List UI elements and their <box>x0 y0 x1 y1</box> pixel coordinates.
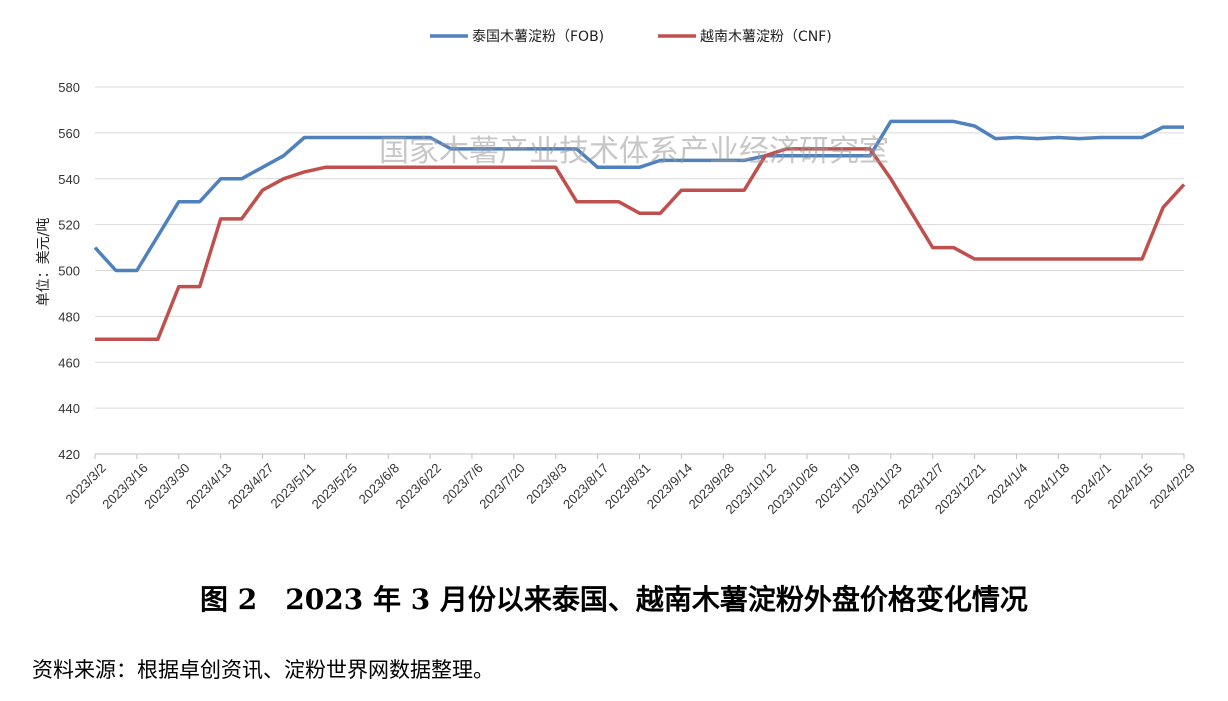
x-tick-label: 2023/7/20 <box>476 460 528 512</box>
x-tick-label: 2023/5/25 <box>309 460 361 512</box>
x-tick-label: 2023/4/27 <box>225 460 277 512</box>
watermark: 国家木薯产业技术体系产业经济研究室 <box>379 134 889 169</box>
legend-label: 越南木薯淀粉（CNF) <box>700 29 832 45</box>
x-tick-label: 2024/2/29 <box>1146 460 1198 512</box>
y-tick-label: 560 <box>58 126 80 141</box>
series-line-1 <box>95 147 1186 342</box>
legend-label: 泰国木薯淀粉（FOB) <box>472 29 604 45</box>
y-tick-label: 460 <box>58 355 80 370</box>
series-lines <box>93 119 1186 342</box>
x-tick-label: 2024/1/18 <box>1021 460 1073 512</box>
y-tick-label: 500 <box>58 264 80 279</box>
gridlines <box>95 86 1184 409</box>
y-tick-label: 540 <box>58 172 80 187</box>
y-tick-label: 420 <box>58 447 80 462</box>
x-tick-label: 2023/6/22 <box>392 460 444 512</box>
source-note: 资料来源：根据卓创资讯、淀粉世界网数据整理。 <box>32 658 494 682</box>
legend: 泰国木薯淀粉（FOB) 越南木薯淀粉（CNF) <box>430 29 832 45</box>
y-axis-label: 单位：美元/吨 <box>36 218 52 307</box>
line-chart: 420 440 460 480 500 520 540 560 580 2023/3/22023… <box>36 29 1198 517</box>
y-tick-label: 580 <box>58 80 80 95</box>
series-line-0 <box>93 119 1184 273</box>
y-tick-label: 480 <box>58 309 80 324</box>
y-tick-label: 520 <box>58 218 80 233</box>
y-axis-ticks: 420 440 460 480 500 520 540 560 580 <box>58 80 80 462</box>
x-axis-ticks: 2023/3/22023/3/162023/3/302023/4/132023/… <box>63 454 1198 517</box>
figure-caption: 图 2 2023 年 3 月份以来泰国、越南木薯淀粉外盘价格变化情况 <box>200 583 1028 616</box>
y-tick-label: 440 <box>58 401 80 416</box>
